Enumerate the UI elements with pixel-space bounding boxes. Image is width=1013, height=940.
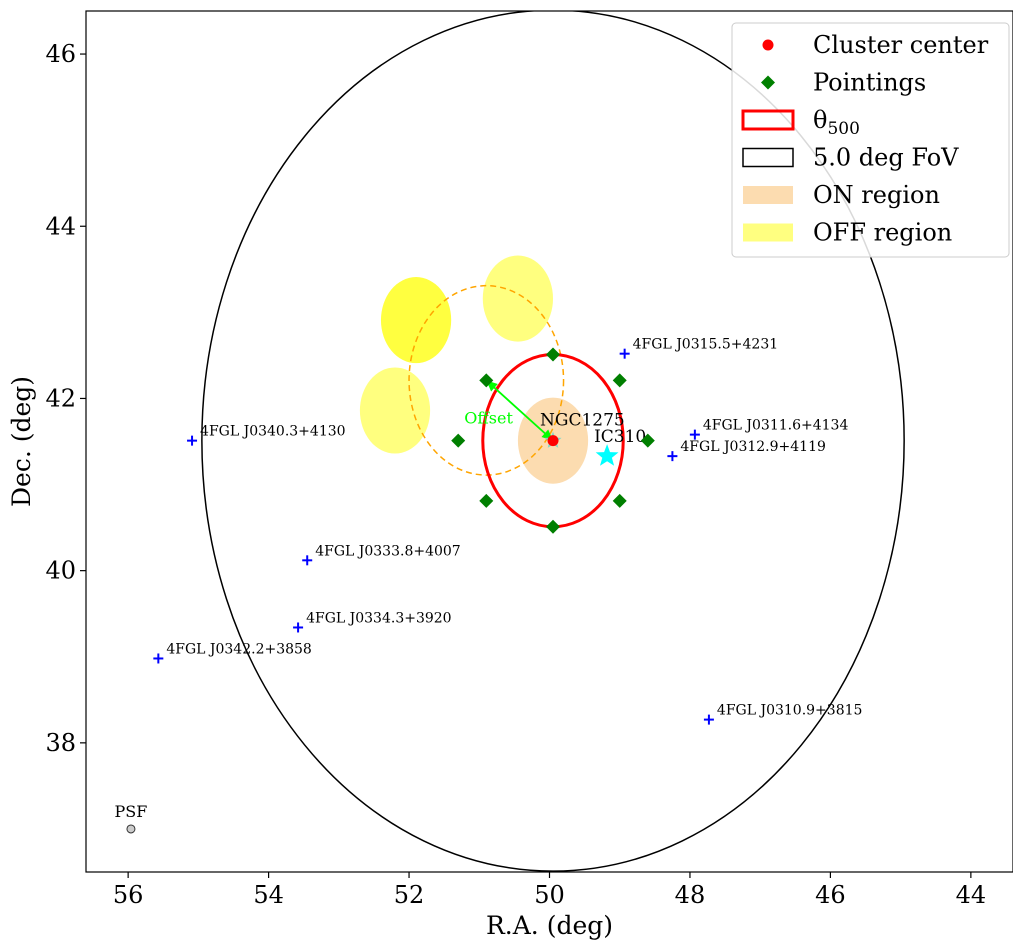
source-label-7: 4FGL J0342.2+3858: [166, 641, 312, 657]
legend-entry-1: Cluster center: [762, 31, 989, 59]
offset-arrow-line: [485, 379, 554, 442]
pointing-marker-7: [451, 433, 466, 448]
legend-label-4: 5.0 deg FoV: [813, 144, 959, 172]
source-label-8: 4FGL J0310.9+3815: [717, 703, 863, 719]
y-axis-label: Dec. (deg): [7, 376, 36, 507]
cluster-center-label: NGC1275: [540, 411, 625, 431]
off-region-2: [482, 255, 554, 342]
x-tick-label-52: 52: [394, 881, 425, 909]
x-tick-label-44: 44: [956, 881, 987, 909]
y-tick-label-40: 40: [45, 557, 76, 585]
source-marker-1: [619, 348, 630, 359]
pointing-marker-3: [640, 433, 655, 448]
legend-label-6: OFF region: [813, 219, 952, 247]
cluster-center-marker: [547, 435, 559, 447]
source-marker-6: [293, 622, 304, 633]
legend-box: [731, 22, 1010, 258]
legend-label-1: Cluster center: [813, 31, 989, 59]
x-tick-label-56: 56: [113, 881, 144, 909]
off-region-1: [380, 277, 452, 364]
pointing-marker-8: [479, 373, 494, 388]
pointing-marker-4: [612, 493, 627, 508]
x-axis-label: R.A. (deg): [486, 911, 613, 940]
pointing-marker-2: [612, 373, 627, 388]
legend-entry-2: Pointings: [761, 69, 926, 97]
source-marker-7: [153, 653, 164, 664]
source-label-3: 4FGL J0312.9+4119: [680, 439, 826, 455]
x-tick-label-50: 50: [534, 881, 565, 909]
legend-marker-patch: [741, 109, 795, 131]
pointing-marker-6: [479, 493, 494, 508]
source-marker-8: [703, 714, 714, 725]
source-marker-4: [187, 435, 198, 446]
star-marker-2: [595, 444, 619, 466]
y-tick-label-44: 44: [45, 212, 76, 240]
x-tick-label-46: 46: [815, 881, 846, 909]
y-tick-label-38: 38: [45, 729, 76, 757]
legend-marker-diamond: [761, 75, 775, 90]
legend-label-subscript: 500: [827, 119, 859, 139]
source-marker-2: [689, 429, 700, 440]
legend-marker-dot: [762, 39, 774, 51]
psf-marker: [126, 824, 136, 834]
x-tick-label-54: 54: [253, 881, 284, 909]
legend-entry-4: 5.0 deg FoV: [742, 144, 959, 172]
psf-label: PSF: [115, 802, 148, 821]
axes: 56 54 52 50 48 46 44 38 40 42 44 46: [45, 40, 986, 909]
legend-label-5: ON region: [813, 181, 940, 209]
offset-circle: [408, 284, 565, 476]
source-label-6: 4FGL J0334.3+3920: [306, 610, 452, 626]
legend-entry-6: OFF region: [743, 219, 952, 247]
pointing-marker-5: [546, 519, 561, 534]
legend-marker-patch: [743, 223, 793, 242]
legend-label-2: Pointings: [813, 69, 926, 97]
source-marker-3: [667, 451, 678, 462]
pointing-marker-1: [546, 347, 561, 362]
source-label-1: 4FGL J0315.5+4231: [633, 337, 779, 353]
star-label-ic310: IC310: [594, 427, 646, 447]
source-label-5: 4FGL J0333.8+4007: [315, 543, 461, 559]
offset-label: Offset: [464, 408, 513, 427]
source-marker-5: [302, 555, 313, 566]
off-region-3: [359, 367, 431, 454]
legend-marker-patch: [743, 186, 793, 204]
source-label-2: 4FGL J0311.6+4134: [703, 418, 849, 434]
legend-entry-5: ON region: [743, 181, 940, 209]
y-tick-label-42: 42: [45, 384, 76, 412]
source-label-4: 4FGL J0340.3+4130: [200, 424, 346, 440]
legend-marker-patch: [742, 147, 794, 168]
x-tick-label-48: 48: [675, 881, 706, 909]
y-tick-label-46: 46: [45, 40, 76, 68]
fov-circle: [201, 11, 905, 872]
